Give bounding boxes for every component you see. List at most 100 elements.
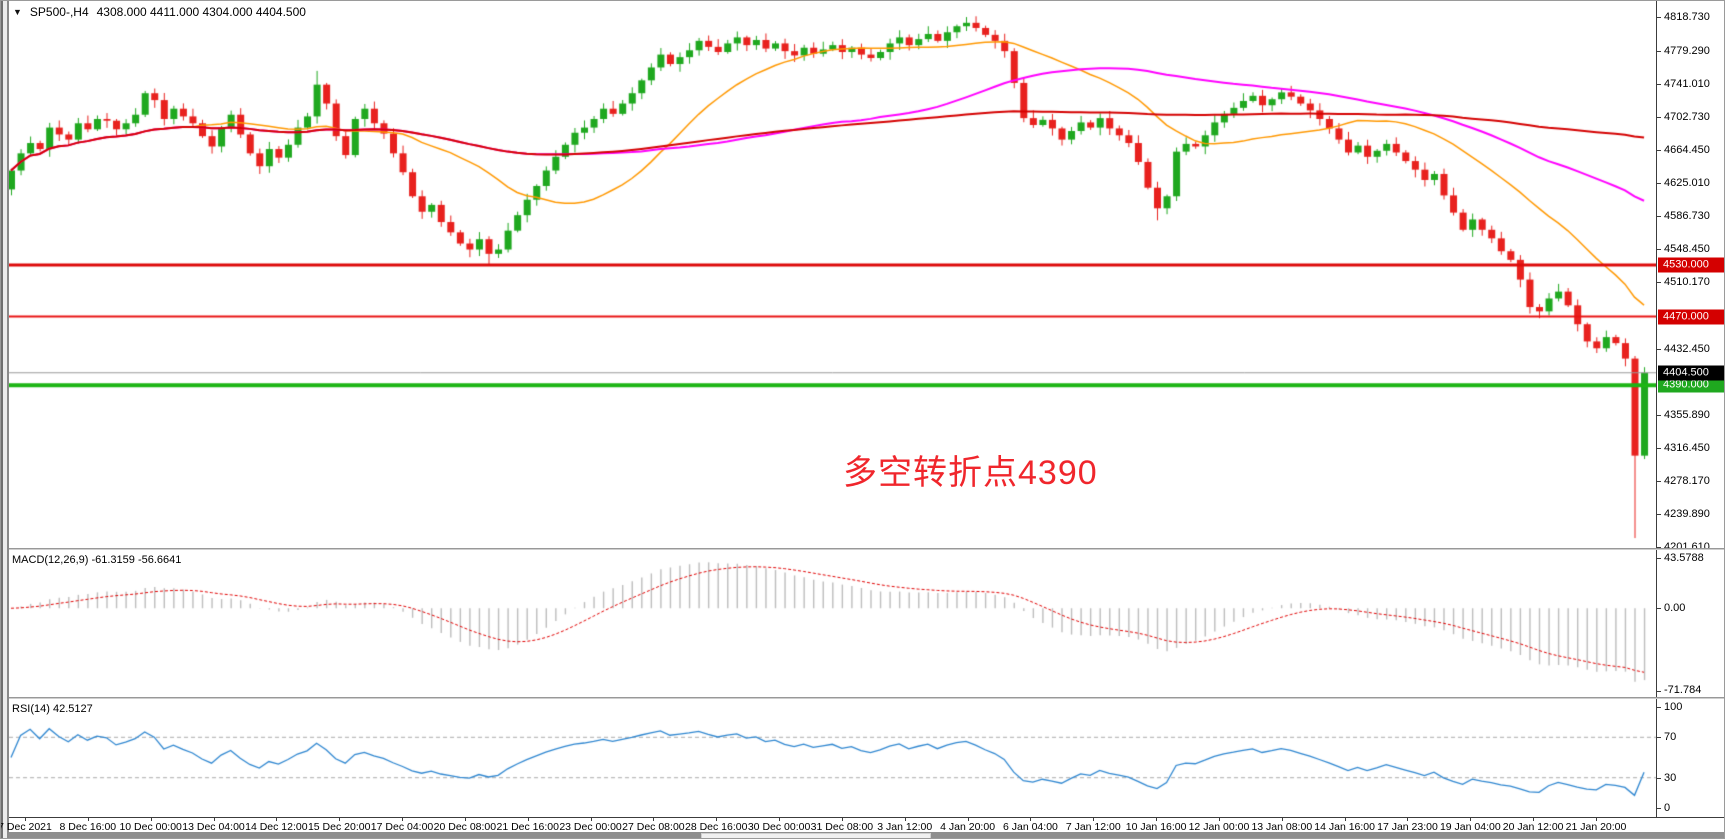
main-chart-canvas[interactable] xyxy=(9,1,1656,548)
panel-separator[interactable] xyxy=(9,548,1724,550)
rsi-canvas[interactable] xyxy=(9,699,1656,817)
time-axis-tick xyxy=(1093,818,1095,821)
price-axis-label: 4239.890 xyxy=(1664,508,1710,521)
time-axis-tick xyxy=(590,818,592,821)
time-axis-label: 14 Jan 16:00 xyxy=(1314,821,1375,833)
time-axis-label: 10 Dec 00:00 xyxy=(119,821,182,833)
price-axis-label: 4548.450 xyxy=(1664,243,1710,256)
price-axis-tick xyxy=(1657,183,1661,185)
time-axis-label: 17 Jan 23:00 xyxy=(1377,821,1438,833)
rsi-label: RSI(14) 42.5127 xyxy=(12,703,93,715)
rsi-axis-tick xyxy=(1657,737,1661,739)
time-axis-label: 15 Dec 20:00 xyxy=(307,821,371,833)
horizontal-scrollbar[interactable] xyxy=(9,832,1724,838)
time-axis-label: 17 Dec 04:00 xyxy=(370,821,434,833)
ohlc-values: 4308.000 4411.000 4304.000 4404.500 xyxy=(96,5,306,19)
time-axis-label: 10 Jan 16:00 xyxy=(1125,821,1187,833)
rsi-axis-label: 70 xyxy=(1664,731,1677,744)
time-axis-label: 31 Dec 08:00 xyxy=(810,821,874,833)
time-axis-tick xyxy=(1218,818,1220,821)
time-axis-tick xyxy=(213,818,215,821)
time-axis-label: 20 Dec 08:00 xyxy=(433,821,497,833)
macd-axis-tick xyxy=(1657,691,1661,692)
time-axis-label: 14 Dec 12:00 xyxy=(245,821,308,833)
time-axis-tick xyxy=(1156,818,1158,821)
rsi-axis-label: 100 xyxy=(1664,701,1683,713)
time-axis-label: 7 Dec 2021 xyxy=(0,821,52,833)
price-axis-tick xyxy=(1657,448,1661,450)
time-axis-label: 23 Dec 00:00 xyxy=(559,821,622,833)
main-price-panel: 4818.730 4779.290 4741.010 4702.730 4664.450… xyxy=(9,1,1724,553)
chart-annotation-text[interactable]: 多空转折点4390 xyxy=(843,454,1098,492)
time-axis-tick xyxy=(25,818,26,821)
macd-axis-tick xyxy=(1657,558,1661,559)
time-axis-label: 8 Dec 16:00 xyxy=(59,821,117,833)
price-axis-label: 4702.730 xyxy=(1664,110,1710,123)
time-axis-tick xyxy=(527,818,529,821)
time-axis-label: 12 Jan 00:00 xyxy=(1188,821,1250,833)
time-axis-label: 21 Dec 16:00 xyxy=(496,821,559,833)
price-axis-label: 4586.730 xyxy=(1664,210,1710,223)
time-axis-tick xyxy=(779,818,781,821)
time-axis-label: 27 Dec 08:00 xyxy=(622,821,685,833)
time-axis-tick xyxy=(716,818,718,821)
time-axis-label: 13 Dec 04:00 xyxy=(182,821,245,833)
time-axis-label: 6 Jan 04:00 xyxy=(1002,821,1058,833)
time-axis-label: 21 Jan 20:00 xyxy=(1565,821,1627,833)
price-axis-label: 4316.450 xyxy=(1664,442,1710,455)
price-axis-tick xyxy=(1657,514,1661,516)
time-axis-label: 30 Dec 00:00 xyxy=(747,821,811,833)
time-axis-tick xyxy=(841,818,843,821)
macd-label: MACD(12,26,9) -61.3159 -56.6641 xyxy=(12,554,182,566)
price-axis-label: 4818.730 xyxy=(1664,11,1710,24)
rsi-axis[interactable]: 100 70 30 0 xyxy=(1656,699,1724,817)
price-axis-tick xyxy=(1657,547,1661,548)
rsi-axis-tick xyxy=(1657,808,1661,809)
time-axis-tick xyxy=(967,818,969,821)
price-axis-tick xyxy=(1657,249,1661,251)
price-axis-tick xyxy=(1657,116,1661,118)
rsi-panel: RSI(14) 42.5127 100 70 30 0 xyxy=(9,699,1724,817)
price-axis-tick xyxy=(1657,282,1661,284)
price-axis-tick xyxy=(1657,149,1661,151)
panel-separator[interactable] xyxy=(9,697,1724,699)
time-axis-tick xyxy=(1596,818,1597,821)
macd-axis-label: 0.00 xyxy=(1664,602,1686,615)
price-level-badge: 4470.000 xyxy=(1658,309,1724,324)
rsi-axis-label: 0 xyxy=(1664,802,1671,814)
price-axis-label: 4510.170 xyxy=(1664,276,1710,289)
time-axis-tick xyxy=(464,818,466,821)
chart-menu-icon[interactable]: ▼ xyxy=(13,7,22,17)
macd-panel: MACD(12,26,9) -61.3159 -56.6641 43.5788 0… xyxy=(9,550,1724,697)
time-axis-label: 3 Jan 12:00 xyxy=(877,821,933,833)
price-axis-label: 4625.010 xyxy=(1664,177,1710,190)
macd-axis-tick xyxy=(1657,608,1661,610)
time-axis-label: 13 Jan 08:00 xyxy=(1251,821,1313,833)
macd-axis-label: -71.784 xyxy=(1664,684,1702,696)
price-axis-tick xyxy=(1657,83,1661,85)
time-axis-tick xyxy=(1030,818,1032,821)
chart-title: ▼ SP500-,H4 4308.000 4411.000 4304.000 4… xyxy=(13,5,306,19)
macd-axis-label: 43.5788 xyxy=(1664,552,1704,564)
macd-canvas[interactable] xyxy=(9,550,1656,697)
symbol-timeframe-label: SP500-,H4 xyxy=(29,5,89,19)
price-axis-label: 4741.010 xyxy=(1664,77,1710,90)
time-axis-tick xyxy=(339,818,341,821)
rsi-axis-tick xyxy=(1657,707,1661,708)
window-splitter[interactable] xyxy=(1,1,9,838)
rsi-axis-label: 30 xyxy=(1664,771,1677,784)
price-axis-tick xyxy=(1657,50,1661,52)
price-axis-tick xyxy=(1657,348,1661,350)
time-axis-tick xyxy=(1470,818,1472,821)
time-axis-tick xyxy=(150,818,152,821)
macd-axis[interactable]: 43.5788 0.00 -71.784 xyxy=(1656,550,1724,697)
time-axis-tick xyxy=(1533,818,1535,821)
price-axis-tick xyxy=(1657,17,1661,19)
time-axis-tick xyxy=(1344,818,1346,821)
time-axis-label: 19 Jan 04:00 xyxy=(1439,821,1501,833)
price-axis[interactable]: 4818.730 4779.290 4741.010 4702.730 4664.450… xyxy=(1656,1,1724,553)
time-axis[interactable]: 7 Dec 2021 8 Dec 16:00 10 Dec 00:00 13 Dec … xyxy=(1,817,1724,833)
time-axis-tick xyxy=(87,818,89,821)
scrollbar-thumb[interactable] xyxy=(701,833,931,838)
